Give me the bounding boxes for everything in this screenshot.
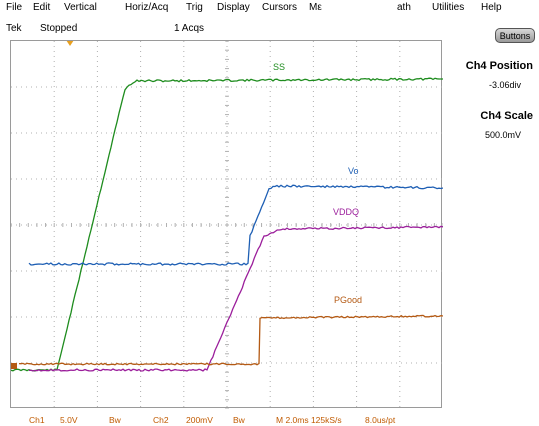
ch4-position-title: Ch4 Position bbox=[465, 60, 533, 72]
brand-label: Tek bbox=[6, 23, 22, 34]
status-bar: Tek Stopped 1 Acqs bbox=[0, 23, 460, 35]
trace-vo bbox=[28, 184, 443, 266]
trace-label-vo: Vo bbox=[348, 166, 359, 176]
menu-cursors[interactable]: Cursors bbox=[262, 2, 298, 13]
trace-label-pgood: PGood bbox=[334, 295, 363, 305]
ch1-label[interactable]: Ch1 bbox=[29, 415, 45, 425]
buttons-button[interactable]: Buttons bbox=[495, 28, 535, 43]
menu-utilities[interactable]: Utilities bbox=[432, 2, 465, 13]
menu-trig[interactable]: Trig bbox=[186, 2, 203, 13]
menu-bar: File Edit Vertical Horiz/Acq Trig Displa… bbox=[0, 0, 539, 16]
menu-help[interactable]: Help bbox=[481, 2, 502, 13]
ch2-bandwidth: Bw bbox=[233, 415, 245, 425]
sample-interval: 8.0us/pt bbox=[365, 415, 396, 425]
ch1-scale: 5.0V bbox=[60, 415, 78, 425]
menu-file[interactable]: File bbox=[6, 2, 23, 13]
ch1-bandwidth: Bw bbox=[109, 415, 121, 425]
menu-vertical[interactable]: Vertical bbox=[64, 2, 97, 13]
trace-vddq bbox=[28, 225, 443, 372]
run-state: Stopped bbox=[40, 23, 78, 34]
acquisition-count: 1 Acqs bbox=[174, 23, 205, 34]
menu-edit[interactable]: Edit bbox=[33, 2, 51, 13]
menu-horiz-acq[interactable]: Horiz/Acq bbox=[125, 2, 169, 13]
graticule bbox=[11, 41, 443, 409]
waveform-display[interactable]: SS Vo VDDQ PGood bbox=[10, 40, 443, 409]
menu-math-truncated[interactable]: ath bbox=[397, 2, 411, 13]
ch4-position-value[interactable]: -3.06div bbox=[488, 80, 521, 90]
trace-pgood bbox=[18, 314, 443, 366]
ground-marker-icon bbox=[11, 363, 17, 369]
ch4-scale-title: Ch4 Scale bbox=[480, 110, 533, 122]
channel-readout-bar: Ch1 5.0V Bw Ch2 200mV Bw M 2.0ms 125kS/s… bbox=[0, 414, 539, 426]
menu-measure-truncated[interactable]: Mε bbox=[309, 2, 322, 13]
trace-label-ss: SS bbox=[273, 62, 286, 72]
menu-display[interactable]: Display bbox=[217, 2, 250, 13]
timebase-readout[interactable]: M 2.0ms 125kS/s bbox=[276, 415, 342, 425]
ch2-label[interactable]: Ch2 bbox=[153, 415, 169, 425]
trigger-position-marker bbox=[66, 41, 74, 46]
ch2-scale: 200mV bbox=[186, 415, 213, 425]
ch4-scale-value[interactable]: 500.0mV bbox=[484, 130, 521, 140]
trace-label-vddq: VDDQ bbox=[333, 207, 360, 217]
